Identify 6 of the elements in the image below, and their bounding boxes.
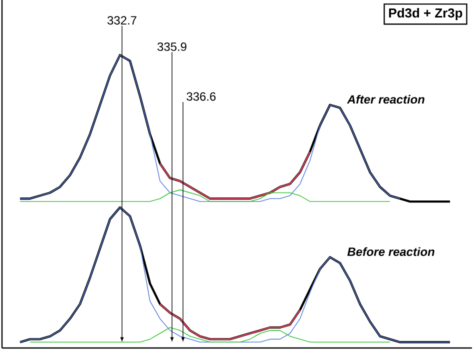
chart-title: Pd3d + Zr3p bbox=[389, 8, 462, 20]
text: 335.9 bbox=[157, 42, 186, 51]
series-label: After reaction bbox=[346, 94, 424, 104]
annotation: 336.6 bbox=[186, 92, 216, 101]
series-label: Before reaction bbox=[347, 247, 434, 256]
text: 332.7 bbox=[107, 16, 136, 25]
